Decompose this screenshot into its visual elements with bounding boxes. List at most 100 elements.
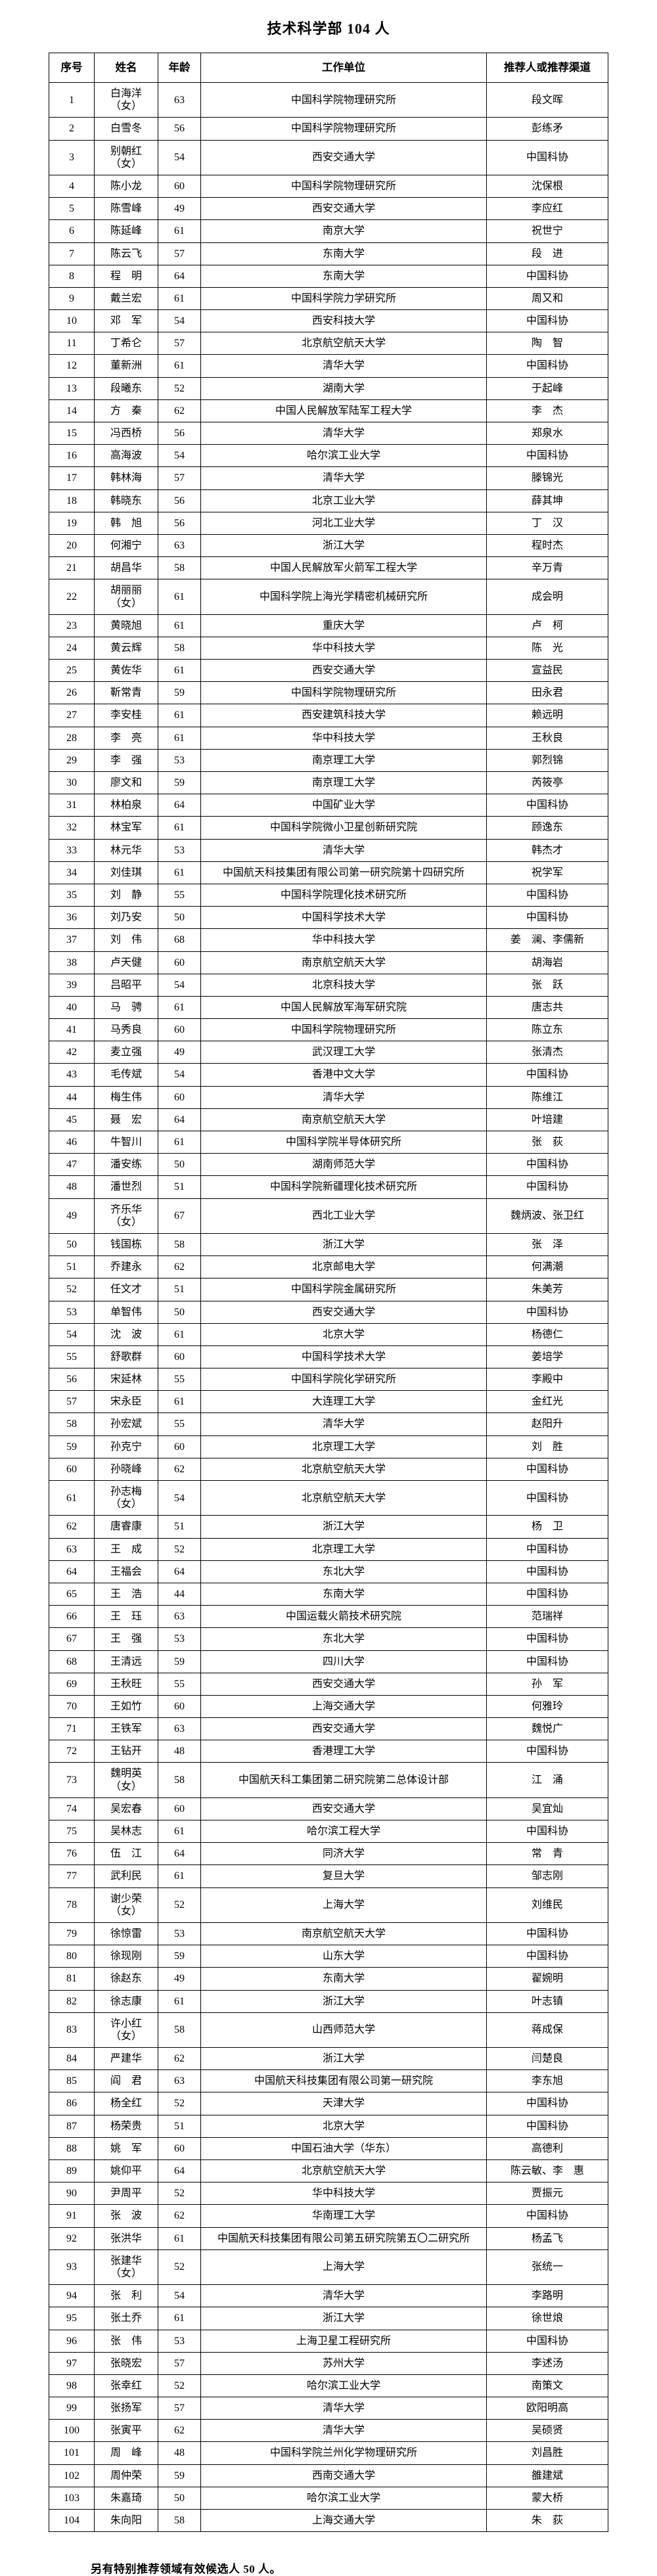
cell-name: 韩林海 bbox=[94, 466, 158, 490]
cell-rec: 中国科协 bbox=[486, 2204, 608, 2228]
cell-org: 西安交通大学 bbox=[200, 1672, 487, 1696]
cell-no: 24 bbox=[49, 636, 95, 660]
cell-rec: 祝世宁 bbox=[486, 219, 608, 243]
cell-rec: 中国科协 bbox=[486, 1650, 608, 1673]
cell-no: 53 bbox=[49, 1300, 95, 1324]
cell-org: 北京航空航天大学 bbox=[200, 332, 487, 355]
table-row: 69 王秋旺 55 西安交通大学孙 军 bbox=[49, 1672, 608, 1696]
table-row: 68 王清远 59 四川大学 中国科协 bbox=[49, 1650, 608, 1673]
table-row: 4 陈小龙 60 中国科学院物理研究所 沈保根 bbox=[49, 174, 608, 198]
table-row: 57 宋永臣 61 大连理工大学 金红光 bbox=[49, 1390, 608, 1414]
cell-age: 58 bbox=[158, 556, 201, 580]
cell-org: 湖南师范大学 bbox=[200, 1153, 487, 1177]
cell-no: 87 bbox=[49, 2114, 95, 2138]
cell-rec: 于起峰 bbox=[486, 376, 608, 400]
cell-name: 林宝军 bbox=[94, 816, 158, 840]
cell-org: 华南理工大学 bbox=[200, 2204, 487, 2228]
cell-rec: 丁 汉 bbox=[486, 511, 608, 535]
cell-name: 钱国栋 bbox=[94, 1232, 158, 1257]
table-row: 23 黄晓旭 61 重庆大学卢 柯 bbox=[49, 614, 608, 637]
table-row: 92 张洪华 61 中国航天科技集团有限公司第五研究院第五〇二研究所 杨孟飞 bbox=[49, 2226, 608, 2250]
cell-org: 复旦大学 bbox=[200, 1864, 487, 1888]
cell-no: 40 bbox=[49, 995, 95, 1020]
cell-rec: 姜培学 bbox=[486, 1345, 608, 1369]
table-row: 30 廖文和 59 南京理工大学 芮筱亭 bbox=[49, 771, 608, 795]
cell-age: 52 bbox=[158, 2182, 201, 2205]
cell-name: 伍 江 bbox=[94, 1842, 158, 1866]
cell-name: 沈 波 bbox=[94, 1322, 158, 1346]
cell-name: 王如竹 bbox=[94, 1694, 158, 1719]
table-row: 63 王 成 52 北京理工大学 中国科协 bbox=[49, 1537, 608, 1561]
table-row: 20 何湘宁 63 浙江大学 程时杰 bbox=[49, 533, 608, 558]
cell-no: 12 bbox=[49, 354, 95, 378]
cell-no: 25 bbox=[49, 659, 95, 683]
cell-no: 85 bbox=[49, 2069, 95, 2093]
cell-name: 许小红 （女） bbox=[94, 2012, 158, 2048]
cell-no: 76 bbox=[49, 1842, 95, 1866]
table-row: 59 孙克宁 60 北京理工大学刘 胜 bbox=[49, 1435, 608, 1458]
cell-age: 64 bbox=[158, 794, 201, 817]
cell-age: 56 bbox=[158, 511, 201, 535]
cell-age: 61 bbox=[158, 1390, 201, 1414]
cell-no: 90 bbox=[49, 2182, 95, 2205]
cell-no: 11 bbox=[49, 332, 95, 355]
cell-name: 周仲荣 bbox=[94, 2464, 158, 2487]
cell-age: 61 bbox=[158, 354, 201, 378]
cell-org: 北京航空航天大学 bbox=[200, 1480, 487, 1516]
cell-no: 68 bbox=[49, 1650, 95, 1673]
cell-no: 60 bbox=[49, 1457, 95, 1481]
cell-org: 哈尔滨工业大学 bbox=[200, 444, 487, 468]
cell-age: 49 bbox=[158, 1967, 201, 1991]
cell-age: 63 bbox=[158, 1717, 201, 1741]
cell-rec: 赵阳升 bbox=[486, 1412, 608, 1436]
cell-org: 清华大学 bbox=[200, 2419, 487, 2443]
cell-rec: 薛其坤 bbox=[486, 489, 608, 512]
cell-org: 香港中文大学 bbox=[200, 1063, 487, 1087]
cell-org: 北京大学 bbox=[200, 1322, 487, 1346]
table-row: 101 周 峰 48 中国科学院兰州化学物理研究所 刘昌胜 bbox=[49, 2441, 608, 2465]
cell-rec: 中国科协 bbox=[486, 309, 608, 333]
table-row: 77 武利民 61 复旦大学 邹志刚 bbox=[49, 1864, 608, 1888]
cell-org: 西安交通大学 bbox=[200, 1300, 487, 1324]
cell-org: 上海大学 bbox=[200, 2249, 487, 2286]
cell-org: 中国运载火箭技术研究院 bbox=[200, 1605, 487, 1629]
cell-name: 徐惊雷 bbox=[94, 1922, 158, 1946]
cell-org: 清华大学 bbox=[200, 2284, 487, 2308]
cell-no: 15 bbox=[49, 421, 95, 445]
cell-name: 齐乐华 （女） bbox=[94, 1198, 158, 1234]
cell-rec: 祝学军 bbox=[486, 861, 608, 884]
cell-name: 杨荣贵 bbox=[94, 2114, 158, 2138]
cell-age: 56 bbox=[158, 117, 201, 141]
table-row: 10 邓 军 54 西安科技大学 中国科协 bbox=[49, 309, 608, 333]
cell-no: 64 bbox=[49, 1560, 95, 1583]
cell-age: 57 bbox=[158, 466, 201, 490]
cell-org: 四川大学 bbox=[200, 1650, 487, 1673]
cell-name: 王清远 bbox=[94, 1650, 158, 1673]
cell-no: 98 bbox=[49, 2374, 95, 2398]
table-header: 序号 姓名 年龄 工作单位 推荐人或推荐渠道 bbox=[49, 53, 608, 83]
cell-name: 姚 军 bbox=[94, 2136, 158, 2161]
cell-rec: 刘昌胜 bbox=[486, 2441, 608, 2465]
table-row: 50 钱国栋 58 浙江大学张 泽 bbox=[49, 1232, 608, 1257]
cell-no: 88 bbox=[49, 2136, 95, 2161]
cell-age: 60 bbox=[158, 1435, 201, 1458]
cell-age: 61 bbox=[158, 1322, 201, 1346]
table-row: 47 潘安练 50 湖南师范大学 中国科协 bbox=[49, 1153, 608, 1177]
cell-org: 清华大学 bbox=[200, 1085, 487, 1109]
table-row: 76 伍 江 64 同济大学常 青 bbox=[49, 1842, 608, 1866]
cell-rec: 中国科协 bbox=[486, 1922, 608, 1946]
cell-age: 55 bbox=[158, 1412, 201, 1436]
cell-org: 北京理工大学 bbox=[200, 1537, 487, 1561]
table-row: 75 吴林志 61 哈尔滨工程大学 中国科协 bbox=[49, 1819, 608, 1843]
cell-age: 58 bbox=[158, 1232, 201, 1257]
cell-org: 清华大学 bbox=[200, 1412, 487, 1436]
table-row: 13 段曦东 52 湖南大学 于起峰 bbox=[49, 376, 608, 400]
cell-org: 中国矿业大学 bbox=[200, 794, 487, 817]
cell-rec: 韩杰才 bbox=[486, 838, 608, 862]
cell-name: 宋永臣 bbox=[94, 1390, 158, 1414]
cell-name: 张幸红 bbox=[94, 2374, 158, 2398]
cell-no: 51 bbox=[49, 1255, 95, 1279]
cell-age: 61 bbox=[158, 2307, 201, 2330]
cell-org: 中国科学院微小卫星创新研究院 bbox=[200, 816, 487, 840]
cell-name: 吴宏春 bbox=[94, 1797, 158, 1821]
